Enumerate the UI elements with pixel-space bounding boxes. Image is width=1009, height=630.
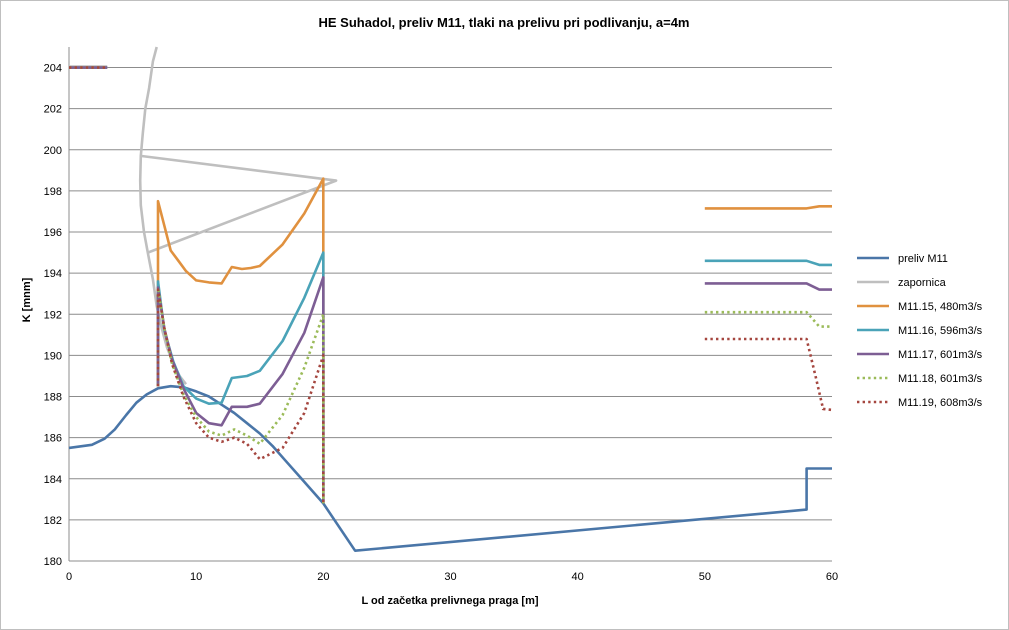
- gridlines: [69, 67, 832, 521]
- y-tick-label: 194: [44, 268, 62, 280]
- legend-label: M11.16, 596m3/s: [898, 325, 983, 337]
- x-tick-label: 60: [826, 571, 838, 583]
- y-tick-label: 204: [44, 63, 62, 75]
- y-tick-label: 184: [44, 474, 62, 486]
- series-line: [704, 310, 832, 328]
- x-tick-label: 10: [190, 571, 202, 583]
- y-tick-label: 188: [44, 392, 62, 404]
- y-tick-labels: 180 182 184 186 188 190 192 194 196 198 200 202 204: [44, 63, 62, 568]
- y-tick-label: 180: [44, 556, 62, 568]
- series-line: [156, 288, 325, 504]
- y-tick-label: 182: [44, 515, 62, 527]
- y-tick-label: 186: [44, 433, 62, 445]
- x-tick-labels: 0 10 20 30 40 50 60: [66, 571, 838, 583]
- legend-label: M11.15, 480m3/s: [898, 301, 983, 313]
- legend-label: zapornica: [898, 277, 947, 289]
- y-tick-label: 202: [44, 104, 62, 116]
- plot-area: [68, 46, 833, 553]
- x-tick-label: 50: [699, 571, 711, 583]
- x-tick-label: 30: [444, 571, 456, 583]
- series-line: [704, 282, 832, 291]
- legend-label: preliv M11: [898, 253, 948, 265]
- series-line: [704, 259, 832, 267]
- x-axis-title: L od začetka prelivnega praga [m]: [361, 595, 538, 607]
- series-line: [156, 286, 325, 504]
- legend-label: M11.18, 601m3/s: [898, 373, 983, 385]
- y-tick-label: 198: [44, 186, 62, 198]
- series-line: [156, 177, 325, 504]
- chart-title: HE Suhadol, preliv M11, tlaki na prelivu…: [319, 15, 690, 30]
- series-line: [704, 205, 832, 210]
- y-tick-label: 200: [44, 145, 62, 157]
- legend-label: M11.17, 601m3/s: [898, 349, 983, 361]
- series-line: [141, 154, 338, 254]
- y-tick-label: 190: [44, 350, 62, 362]
- y-tick-label: 192: [44, 309, 62, 321]
- x-tick-label: 40: [572, 571, 584, 583]
- legend-label: M11.19, 608m3/s: [898, 397, 983, 409]
- legend: preliv M11 zapornica M11.15, 480m3/s M11.16…: [857, 253, 983, 409]
- y-tick-label: 196: [44, 227, 62, 239]
- x-tick-label: 0: [66, 571, 72, 583]
- axes: [68, 47, 832, 562]
- x-tick-label: 20: [317, 571, 329, 583]
- series-line: [704, 337, 833, 412]
- y-axis-title: K [mnm]: [21, 277, 33, 322]
